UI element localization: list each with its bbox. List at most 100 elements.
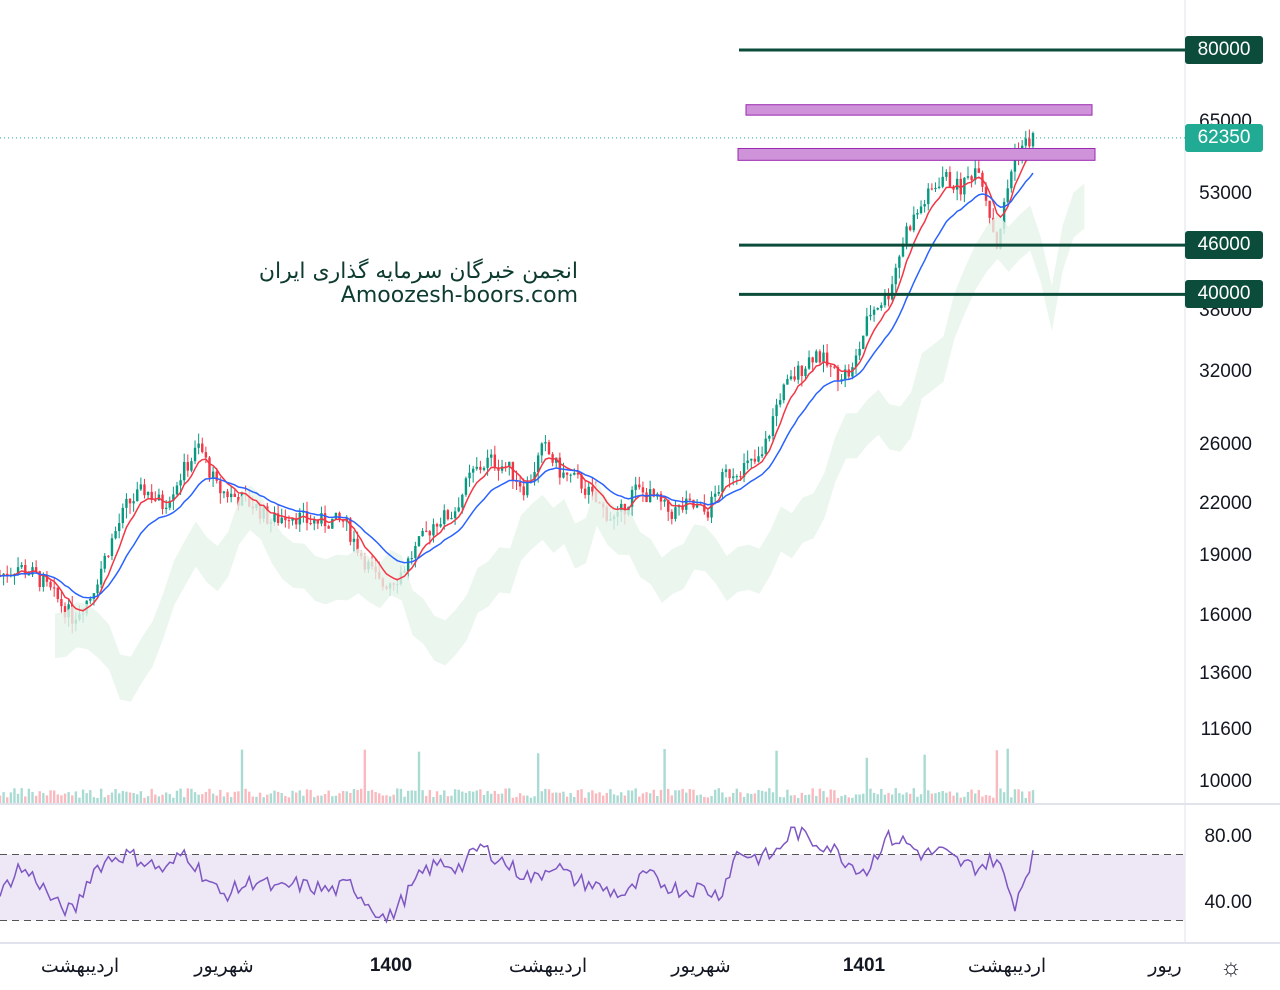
candle [125,498,128,508]
candle [497,467,500,471]
volume-bar [20,788,23,803]
volume-bar [1013,789,1017,803]
volume-bar [515,797,518,803]
volume-bar [952,795,955,803]
volume-bar [666,788,670,803]
candle [471,468,475,473]
candle [540,443,543,456]
volume-bar [536,753,540,803]
candle [1002,201,1006,229]
candle [941,176,944,187]
candle [1028,138,1031,147]
volume-bar [692,789,695,803]
volume-bar [659,789,663,803]
candle [562,472,565,478]
volume-bar [775,750,778,803]
volume-bar [695,795,699,803]
candle [103,555,106,569]
volume-bar [648,793,652,803]
rsi-line [0,826,1034,924]
volume-bar [811,788,814,803]
candle [92,593,96,599]
volume-bar [963,796,966,803]
volume-bar [533,796,536,803]
volume-bar [298,790,301,803]
volume-bar [1002,792,1006,803]
volume-bar [439,794,442,803]
time-axis-label: اردیبهشت [40,956,120,977]
candle [710,496,713,518]
settings-icon[interactable]: ☼ [1220,954,1242,981]
volume-bar [739,792,742,803]
volume-bar [9,792,13,803]
watermark: انجمن خبرگان سرمایه گذاری ایران Amoozesh… [250,260,578,308]
candle [432,524,435,536]
candle [164,507,168,509]
candle [190,461,193,471]
volume-bar [825,797,829,803]
volume-bar [479,789,482,803]
candle [786,379,789,385]
rsi-tick-label: 80.00 [1204,826,1252,847]
candle [984,186,988,201]
volume-bar [681,788,684,803]
volume-bar [609,789,612,803]
volume-bar [923,754,926,803]
volume-bar [984,794,988,803]
resistance-zone [737,147,1096,161]
volume-bar [486,791,489,803]
candle [732,476,735,479]
volume-bar [818,788,822,803]
candle [490,454,493,458]
volume-bar [294,792,298,803]
volume-bar [302,795,305,803]
volume-bar [540,791,543,803]
candle [764,438,767,455]
volume-bar [305,789,309,803]
volume-bar [27,788,31,803]
volume-bar [334,795,338,803]
volume-bar [150,788,153,803]
volume-bar [262,797,265,803]
candle [464,478,468,495]
candle [475,466,478,469]
candle [876,308,879,310]
volume-bar [623,795,627,803]
volume-bar [840,796,843,803]
volume-bar [316,795,320,803]
volume-bar [865,757,869,803]
volume-bar [197,794,200,803]
volume-bar [551,792,554,803]
volume-bar [764,791,767,803]
watermark-line2: Amoozesh-boors.com [340,283,578,308]
volume-bar [934,793,937,803]
candle [778,400,782,405]
level-price-tag: 46000 [1185,231,1263,260]
volume-bar [1031,790,1035,803]
price-tick-label: 19000 [1199,544,1252,566]
candle [695,505,699,508]
candle [291,518,294,521]
volume-bar [908,793,912,803]
volume-bar [688,789,692,803]
volume-bar [154,794,157,803]
candle [16,567,20,574]
candle [34,567,38,572]
volume-bar [652,789,655,803]
volume-bar [81,789,85,803]
volume-bar [453,789,457,803]
candle [916,213,919,215]
candle [927,188,930,205]
volume-bar [569,793,572,803]
volume-bar [630,790,634,803]
candle [836,367,840,382]
candle [136,489,139,502]
volume-bar [139,791,143,803]
candle [421,530,424,537]
volume-bar [703,796,706,803]
candle [179,480,182,486]
volume-bar [284,795,287,803]
volume-bar [583,797,587,803]
candle [547,442,551,455]
